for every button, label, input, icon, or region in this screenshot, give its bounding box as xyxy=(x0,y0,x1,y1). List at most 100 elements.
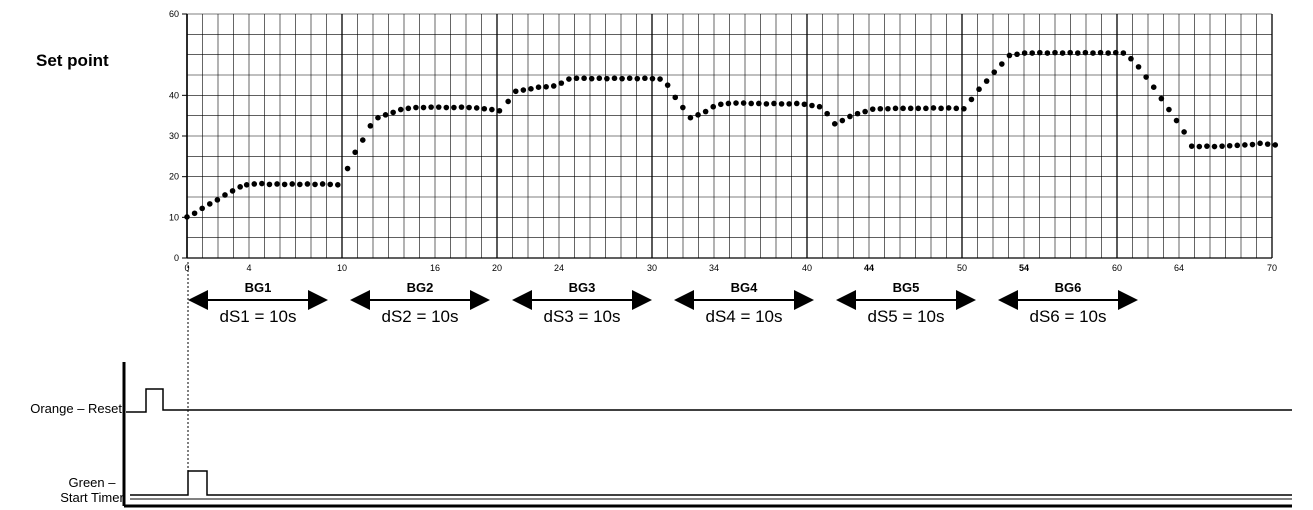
signal-diagram: Orange – Reset Green – Start Timer xyxy=(30,262,1292,508)
x-tick-label: 40 xyxy=(802,263,812,273)
data-point xyxy=(289,181,296,187)
data-point xyxy=(428,104,434,110)
data-point xyxy=(1234,142,1241,149)
data-point xyxy=(1158,95,1165,102)
data-point xyxy=(1074,50,1081,56)
y-tick-label: 10 xyxy=(169,212,179,222)
data-point xyxy=(335,182,341,188)
data-point xyxy=(885,105,891,112)
data-point xyxy=(1150,84,1157,90)
x-tick-label: 10 xyxy=(337,263,347,273)
data-point xyxy=(222,192,228,198)
data-point xyxy=(961,105,967,112)
interval-group-label: BG2 xyxy=(407,280,434,295)
data-point xyxy=(725,100,732,107)
interval-arrow-right-head xyxy=(794,290,814,310)
data-point xyxy=(847,113,853,120)
data-point xyxy=(543,83,549,90)
data-point xyxy=(251,181,258,187)
data-point xyxy=(1143,74,1149,80)
interval-group-label: BG6 xyxy=(1055,280,1082,295)
data-point xyxy=(824,110,830,117)
x-tick-label: 34 xyxy=(709,263,719,273)
data-point xyxy=(1112,49,1119,56)
data-point xyxy=(740,100,747,106)
data-point xyxy=(1242,142,1248,148)
data-point xyxy=(710,103,717,110)
data-point xyxy=(496,107,503,114)
interval-duration-label: dS3 = 10s xyxy=(543,307,620,326)
data-point xyxy=(573,75,580,82)
data-point xyxy=(900,105,906,112)
x-axis: 0 4 10 16 20 24 30 34 40 44 50 54 60 64 70 xyxy=(184,263,1277,273)
data-point xyxy=(1006,52,1013,59)
y-tick-label: 40 xyxy=(169,90,179,100)
data-point xyxy=(945,105,952,111)
data-point xyxy=(319,181,326,187)
data-point xyxy=(1257,140,1263,147)
data-point xyxy=(649,75,656,82)
data-point xyxy=(1188,143,1195,149)
data-point xyxy=(596,75,603,82)
data-point xyxy=(634,75,641,82)
x-tick-label: 54 xyxy=(1019,263,1029,273)
data-point xyxy=(687,114,694,121)
data-point xyxy=(281,181,288,188)
data-point xyxy=(816,103,823,110)
x-tick-label: 50 xyxy=(957,263,967,273)
data-series xyxy=(184,49,1279,220)
data-point xyxy=(877,105,884,112)
data-point xyxy=(390,109,396,116)
data-point xyxy=(748,100,754,107)
data-point xyxy=(793,100,800,107)
data-point xyxy=(1173,117,1180,124)
data-point xyxy=(1090,50,1096,56)
interval-group-label: BG1 xyxy=(245,280,272,295)
data-point xyxy=(1204,143,1210,149)
interval-duration-label: dS4 = 10s xyxy=(705,307,782,326)
data-point xyxy=(801,101,808,108)
data-point xyxy=(976,86,982,93)
data-point xyxy=(862,108,868,115)
interval-arrows: BG1 dS1 = 10s BG2 dS2 = 10s BG3 dS3 = 10s BG4 d… xyxy=(188,280,1138,326)
data-point xyxy=(1219,143,1225,149)
data-point xyxy=(999,61,1005,67)
data-point xyxy=(839,117,846,124)
data-point xyxy=(259,180,265,187)
data-point xyxy=(184,214,190,220)
data-point xyxy=(229,188,236,194)
reset-signal-trace xyxy=(126,388,1292,413)
data-point xyxy=(695,112,701,118)
data-point xyxy=(755,100,762,107)
interval-arrow-right-head xyxy=(956,290,976,310)
data-point xyxy=(312,181,318,188)
data-point xyxy=(626,75,633,82)
data-point xyxy=(274,181,280,187)
data-point xyxy=(968,96,975,103)
data-point xyxy=(915,105,922,112)
x-tick-label: 70 xyxy=(1267,263,1277,273)
data-point xyxy=(206,201,213,207)
data-point xyxy=(566,76,572,82)
data-point xyxy=(458,104,465,110)
interval-arrow-left-head xyxy=(674,290,694,310)
data-point xyxy=(266,181,273,188)
data-point xyxy=(680,104,686,111)
y-tick-label: 60 xyxy=(169,9,179,19)
data-point xyxy=(1052,49,1058,56)
interval-duration-label: dS5 = 10s xyxy=(867,307,944,326)
interval-arrow-left-head xyxy=(836,290,856,310)
y-tick-label: 0 xyxy=(174,253,179,263)
data-point xyxy=(237,184,243,190)
y-axis-title: Set point xyxy=(36,51,109,70)
data-point xyxy=(1021,50,1028,56)
data-point xyxy=(1264,141,1271,147)
interval-arrow-left-head xyxy=(512,290,532,310)
data-point xyxy=(1082,49,1089,56)
data-point xyxy=(520,87,527,93)
data-point xyxy=(672,94,679,101)
data-point xyxy=(778,101,785,107)
data-point xyxy=(243,182,250,188)
data-point xyxy=(327,181,334,188)
data-point xyxy=(1135,64,1142,70)
